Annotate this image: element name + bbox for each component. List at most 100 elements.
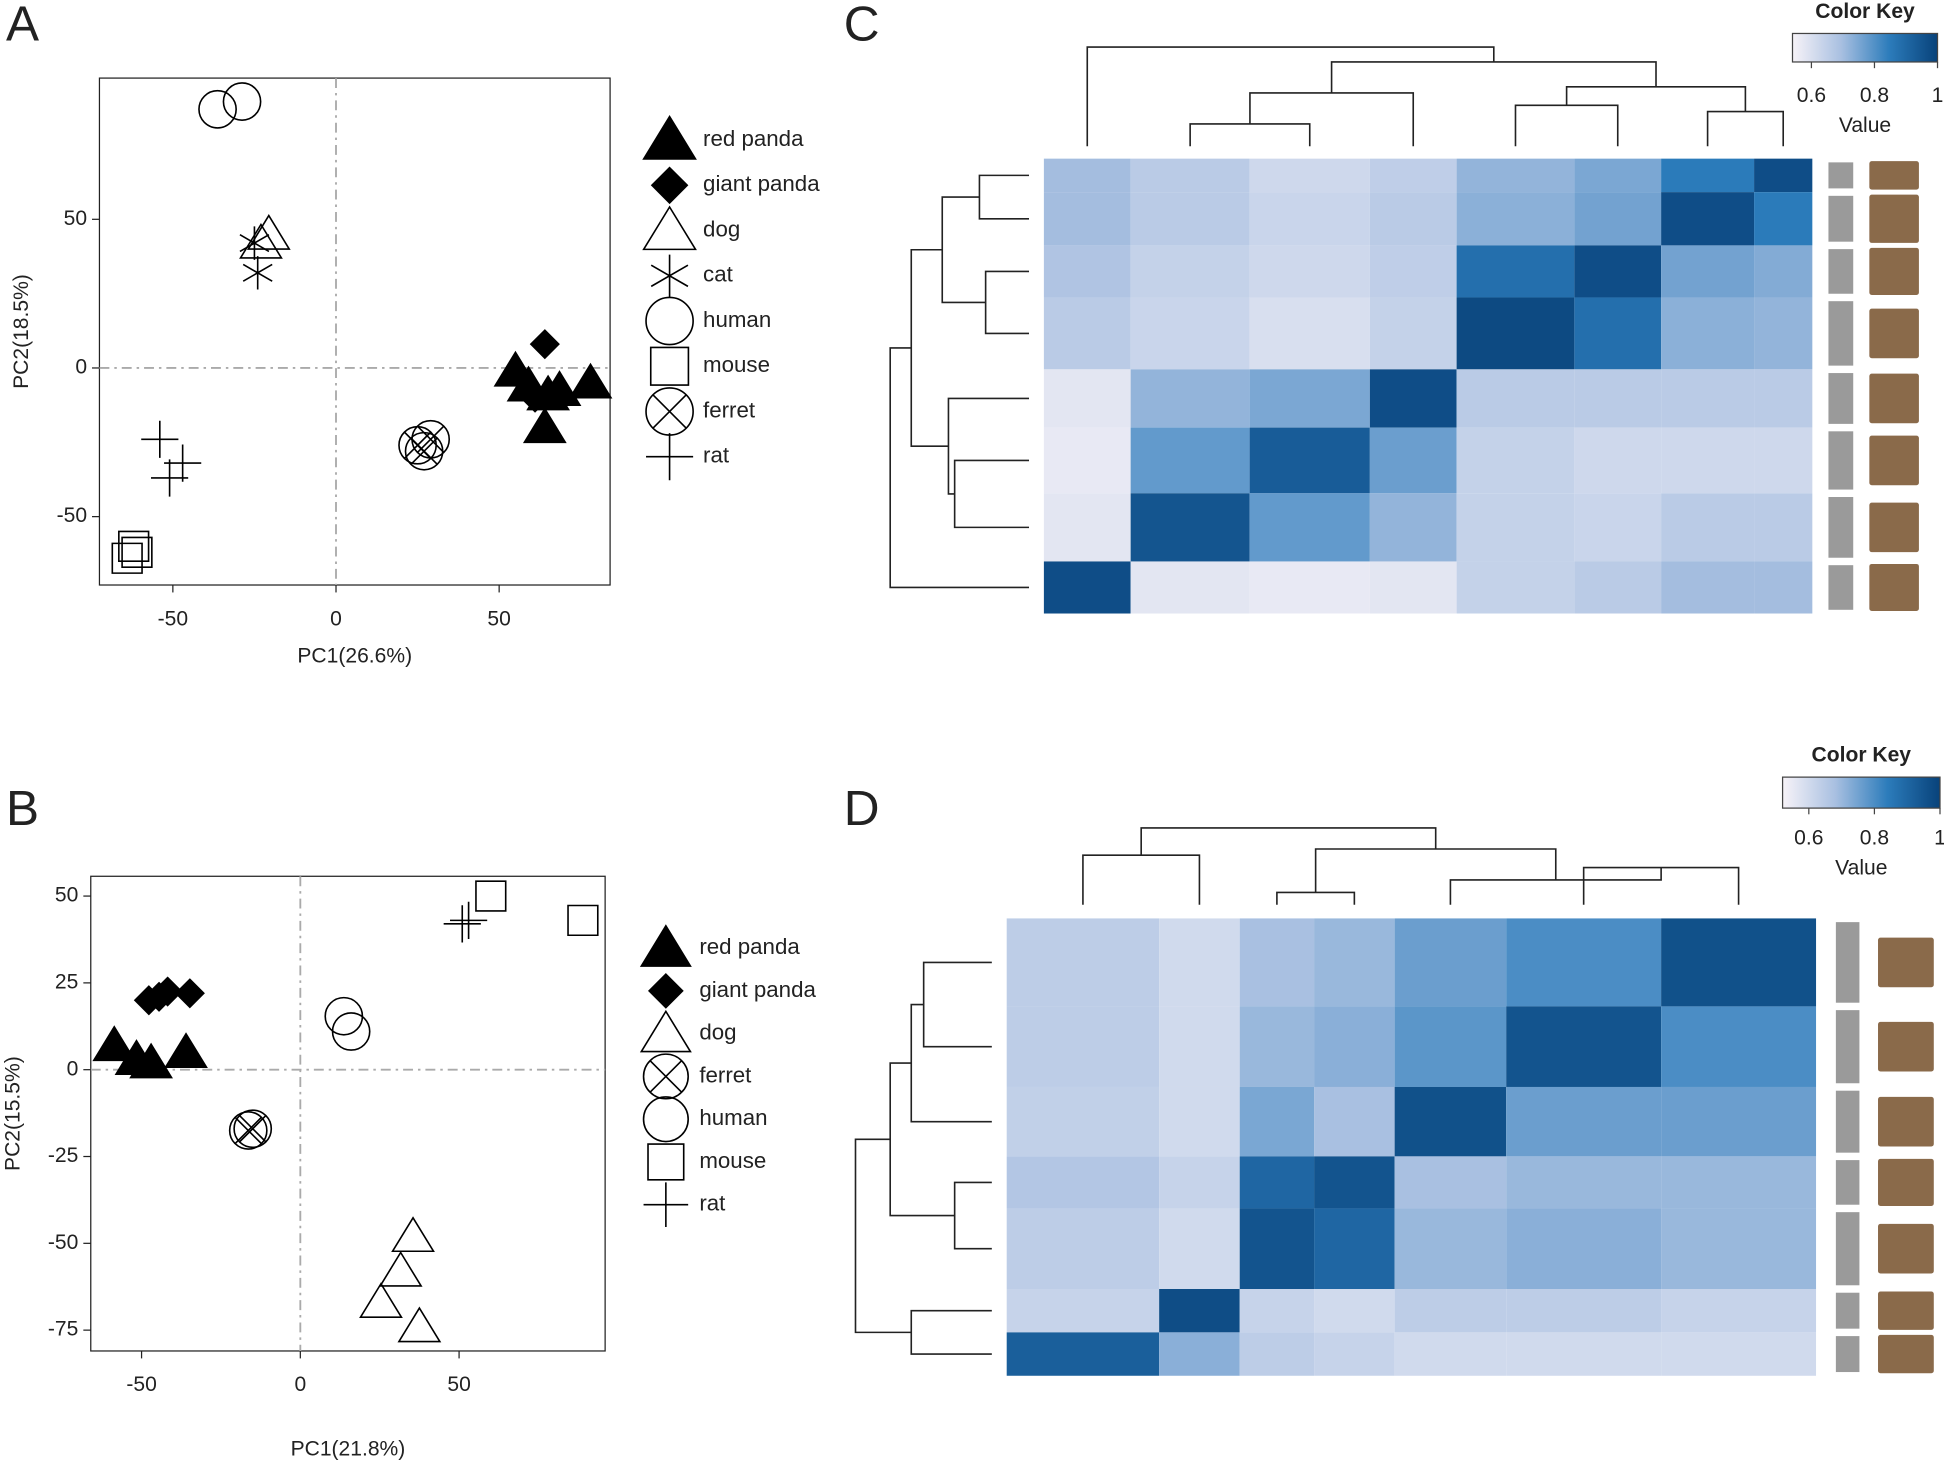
heat-cell <box>1661 1086 1817 1157</box>
heat-cell <box>1369 427 1457 494</box>
heat-cell <box>1239 1289 1315 1333</box>
heat-cell <box>1006 1208 1160 1290</box>
data-point <box>129 1042 173 1079</box>
x-axis-label: PC1(26.6%) <box>297 644 412 667</box>
x-tick-label: -50 <box>126 1373 156 1396</box>
heat-cell <box>1574 427 1662 494</box>
dendrogram-branch <box>953 1181 992 1250</box>
data-point <box>246 214 291 250</box>
x-axis-label: PC1(21.8%) <box>291 1438 406 1461</box>
heat-cell <box>1574 561 1662 614</box>
color-key-label: Value <box>1839 114 1891 137</box>
heat-cell <box>1456 297 1575 370</box>
x-tick-label: 0 <box>294 1373 306 1396</box>
heat-cell <box>1754 192 1813 246</box>
legend-label: red panda <box>703 126 804 151</box>
heat-cell <box>1159 1332 1240 1376</box>
x-tick-label: 50 <box>487 607 510 630</box>
heat-cell <box>1506 1086 1662 1157</box>
heat-cell <box>1369 245 1457 298</box>
heat-cell <box>1006 1006 1160 1087</box>
heat-cell <box>1754 245 1813 298</box>
group-bar <box>1828 431 1854 490</box>
heat-cell <box>1369 561 1457 614</box>
data-point <box>228 1111 268 1150</box>
heat-cell <box>1394 1156 1507 1209</box>
heat-cell <box>1394 1332 1507 1376</box>
heat-cell <box>1249 297 1370 370</box>
heat-cell <box>1239 1208 1315 1290</box>
dendrogram-branch <box>1565 85 1747 112</box>
animal-icon <box>1878 1021 1934 1072</box>
heat-cell <box>1159 1208 1240 1290</box>
heat-cell <box>1369 493 1457 562</box>
heat-cell <box>1661 369 1755 428</box>
legend-label: mouse <box>699 1148 766 1173</box>
heat-cell <box>1369 158 1457 193</box>
heat-cell <box>1043 158 1131 193</box>
heat-cell <box>1130 297 1250 370</box>
color-key-title: Color Key <box>1812 744 1912 767</box>
heat-cell <box>1661 297 1755 370</box>
heat-cell <box>1043 493 1131 562</box>
heat-cell <box>1661 1208 1817 1290</box>
data-point <box>331 1012 371 1051</box>
data-point <box>537 370 582 406</box>
panel-letter: D <box>844 780 880 836</box>
dendrogram-branch <box>1514 104 1619 147</box>
heat-cell <box>1239 1156 1315 1209</box>
color-key-tick-label: 0.6 <box>1794 827 1823 850</box>
legend-label: mouse <box>703 352 770 377</box>
heat-cell <box>1661 1289 1817 1333</box>
heat-cell <box>1754 493 1813 562</box>
y-tick-label: -50 <box>48 1231 78 1254</box>
heat-cell <box>1661 158 1755 193</box>
data-point <box>568 362 613 399</box>
group-bar <box>1835 1160 1860 1205</box>
heat-cell <box>1661 918 1817 1007</box>
color-key-tick-label: 0.8 <box>1860 827 1889 850</box>
animal-icon <box>1869 247 1919 295</box>
y-tick-label: 25 <box>55 970 78 993</box>
dendrogram-branch <box>978 174 1030 220</box>
heat-cell <box>1574 369 1662 428</box>
color-key-tick-label: 1 <box>1932 84 1944 107</box>
heat-cell <box>1506 1208 1662 1290</box>
heat-cell <box>1043 369 1131 428</box>
animal-icon <box>1869 161 1919 190</box>
heat-cell <box>1006 918 1160 1007</box>
heat-cell <box>1456 427 1575 494</box>
dendrogram-branch <box>1082 854 1201 905</box>
heat-cell <box>1006 1156 1160 1209</box>
heat-cell <box>1456 561 1575 614</box>
dendrogram-branch <box>984 270 1030 335</box>
heat-cell <box>1661 427 1755 494</box>
heat-cell <box>1574 493 1662 562</box>
legend-marker <box>645 387 694 436</box>
data-point <box>164 1032 208 1069</box>
heat-cell <box>1249 561 1370 614</box>
data-point <box>391 1216 435 1253</box>
data-point <box>529 329 560 360</box>
panel-letter: B <box>6 780 39 836</box>
y-tick-label: -50 <box>57 504 87 527</box>
y-tick-label: -75 <box>48 1318 78 1341</box>
legend-marker <box>645 296 694 346</box>
heat-cell <box>1249 493 1370 562</box>
animal-icon <box>1878 1334 1934 1374</box>
animal-icon <box>1869 373 1919 424</box>
dendrogram-branch <box>1314 848 1557 893</box>
legend-label: rat <box>699 1191 726 1216</box>
heat-cell <box>1006 1289 1160 1333</box>
animal-icon <box>1878 1096 1934 1147</box>
legend-marker <box>642 205 697 251</box>
data-point <box>522 407 567 444</box>
data-point <box>174 978 205 1009</box>
legend-label: rat <box>703 443 730 468</box>
legend-marker <box>642 1053 689 1100</box>
legend-marker <box>643 1182 689 1228</box>
data-point <box>475 880 507 912</box>
legend-marker <box>649 346 690 386</box>
heat-cell <box>1574 158 1662 193</box>
heat-cell <box>1394 1208 1507 1290</box>
